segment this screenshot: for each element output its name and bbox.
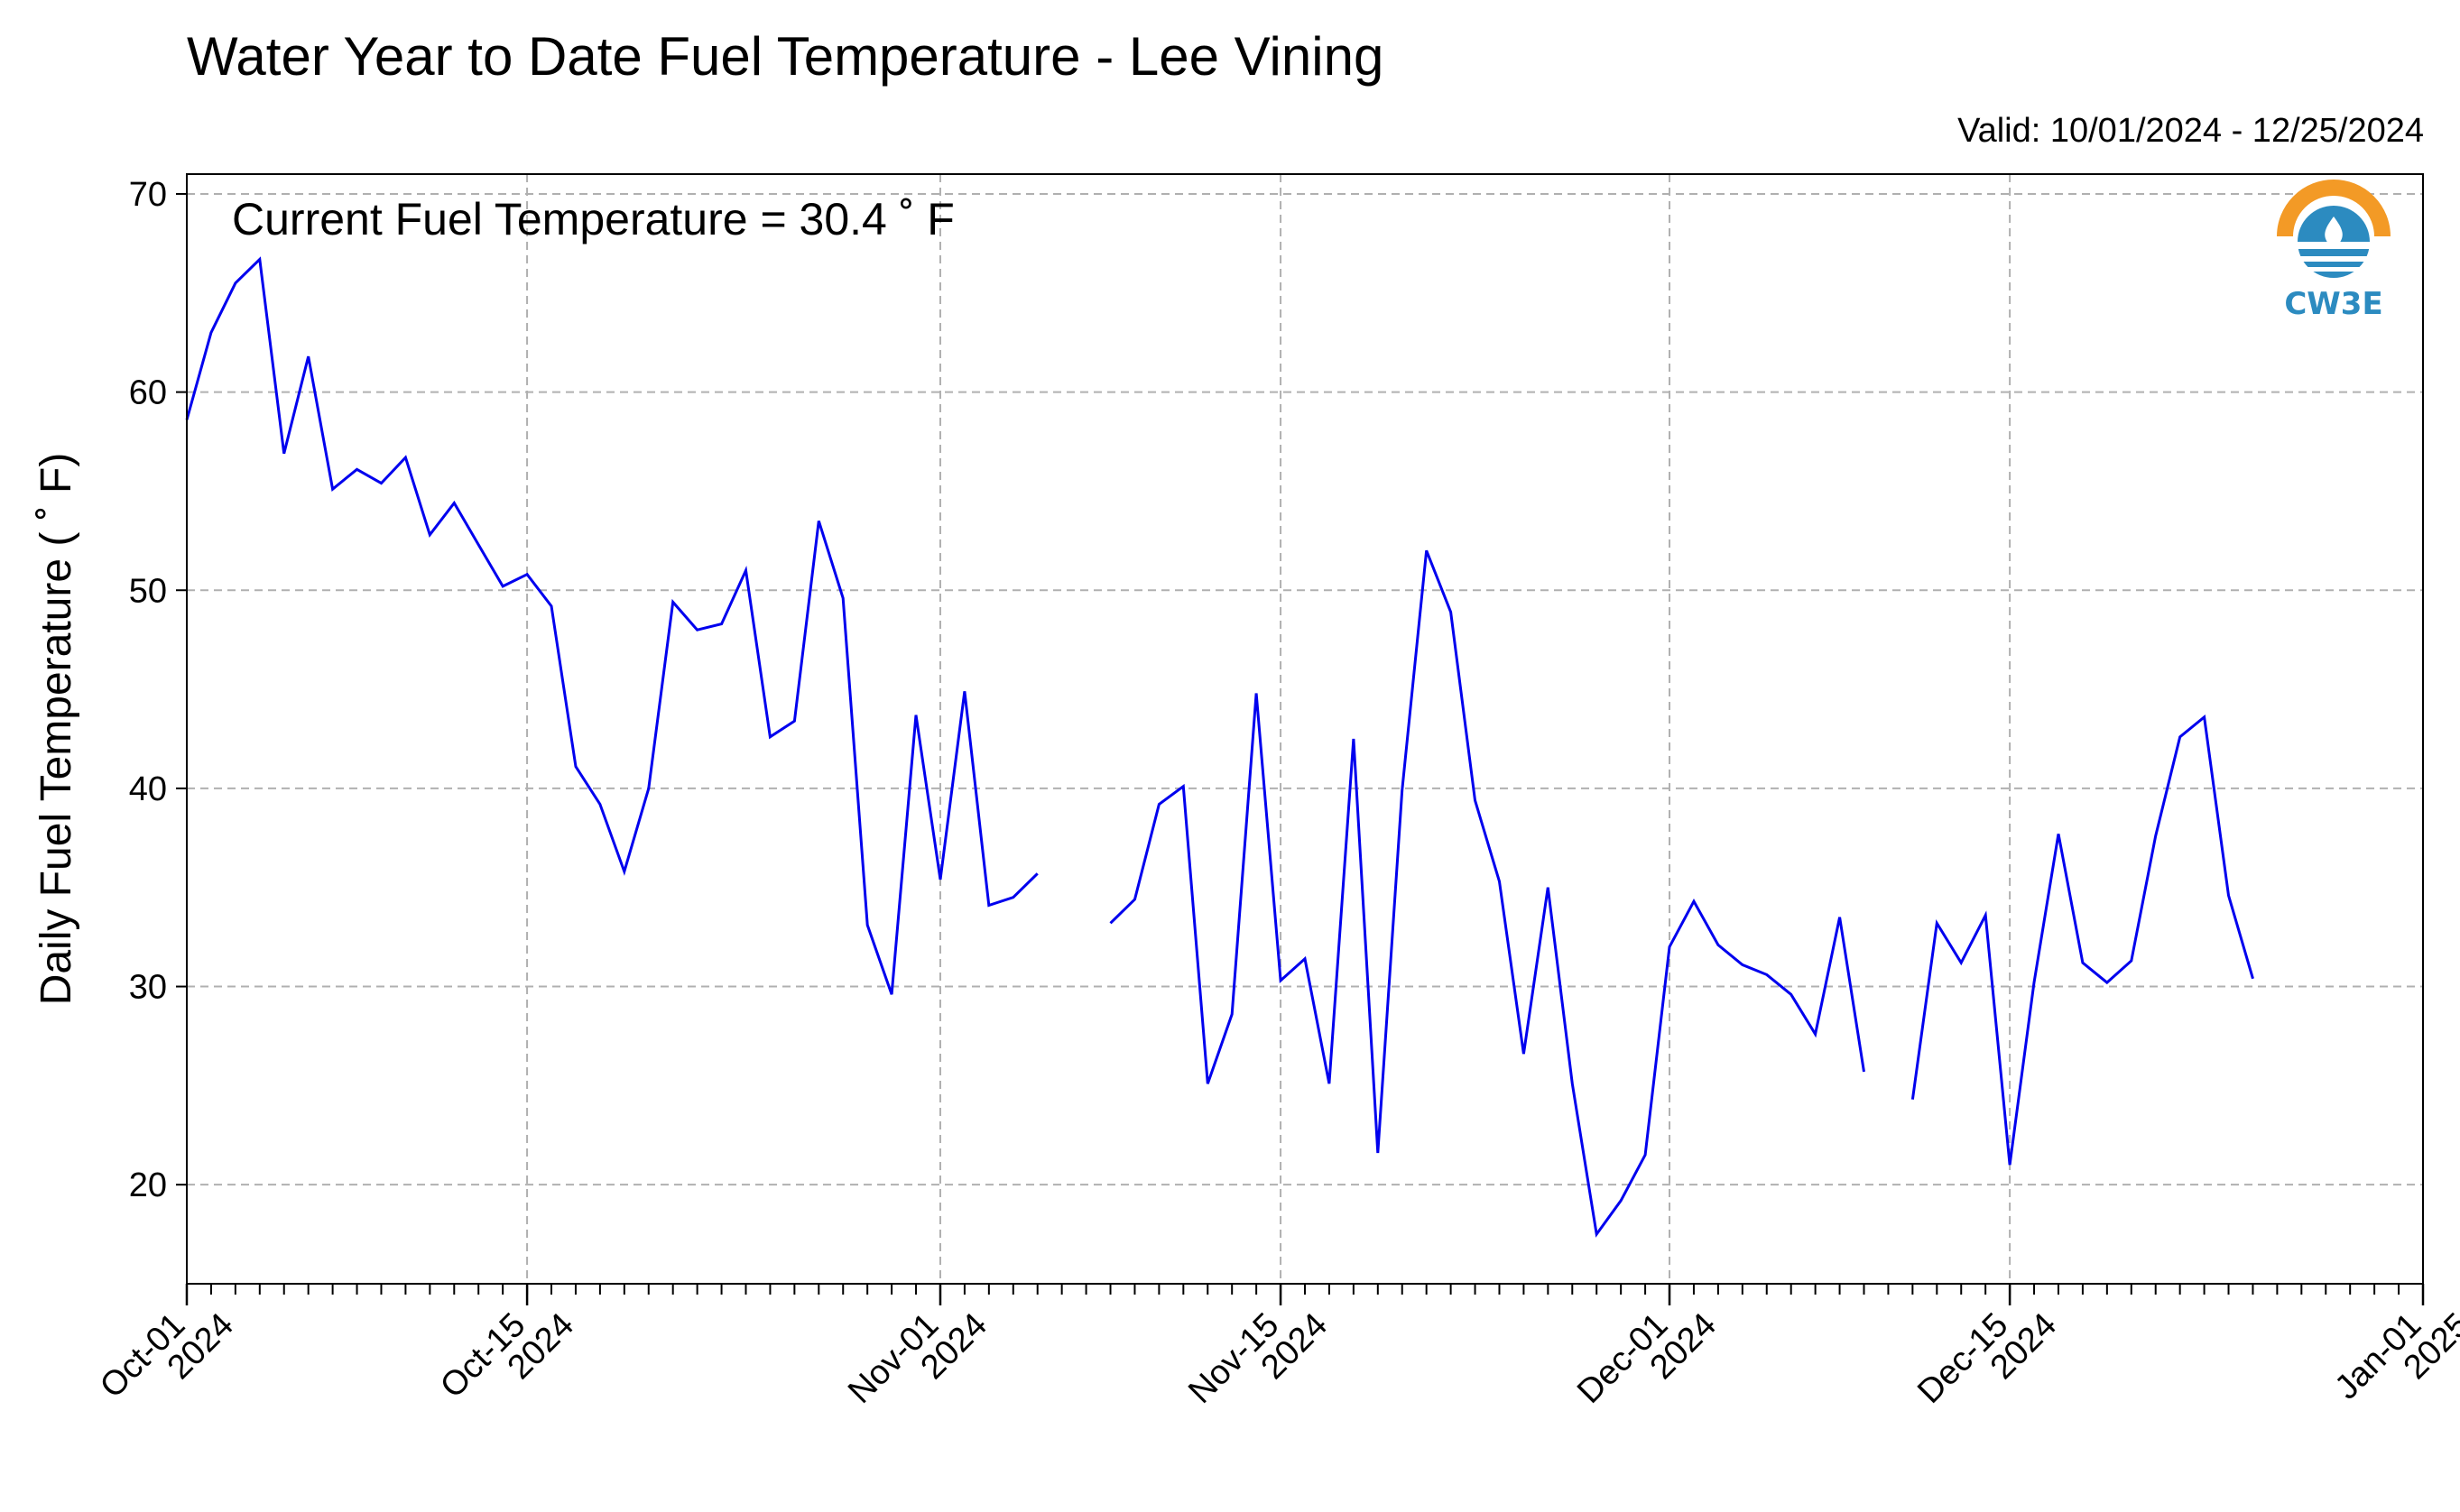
y-tick-label: 40: [129, 770, 167, 808]
y-tick-label: 60: [129, 374, 167, 412]
y-tick-label: 50: [129, 572, 167, 610]
y-tick-label: 30: [129, 969, 167, 1007]
cw3e-logo-icon: [2277, 180, 2391, 278]
series-layer: [185, 256, 2254, 1238]
plot-frame: [186, 173, 2424, 1285]
cw3e-logo: CW3E: [2277, 180, 2391, 322]
chart-title: Water Year to Date Fuel Temperature - Le…: [187, 26, 1384, 87]
valid-range-text: Valid: 10/01/2024 - 12/25/2024: [1957, 112, 2424, 150]
series-line-segment: [1910, 714, 2254, 1166]
y-axis-label: Daily Fuel Temperature ( ˚ F): [32, 453, 80, 1006]
current-temperature-annotation: Current Fuel Temperature = 30.4 ˚ F: [232, 194, 955, 244]
y-tick-label: 20: [129, 1166, 167, 1204]
y-tick-label: 70: [129, 176, 167, 214]
series-line-segment: [185, 256, 1039, 995]
cw3e-logo-text: CW3E: [2284, 286, 2382, 322]
grid-lines: [187, 174, 2423, 1284]
series-line-segment: [1109, 549, 1865, 1238]
y-axis: 20 30 40 50 60 70: [129, 176, 187, 1204]
